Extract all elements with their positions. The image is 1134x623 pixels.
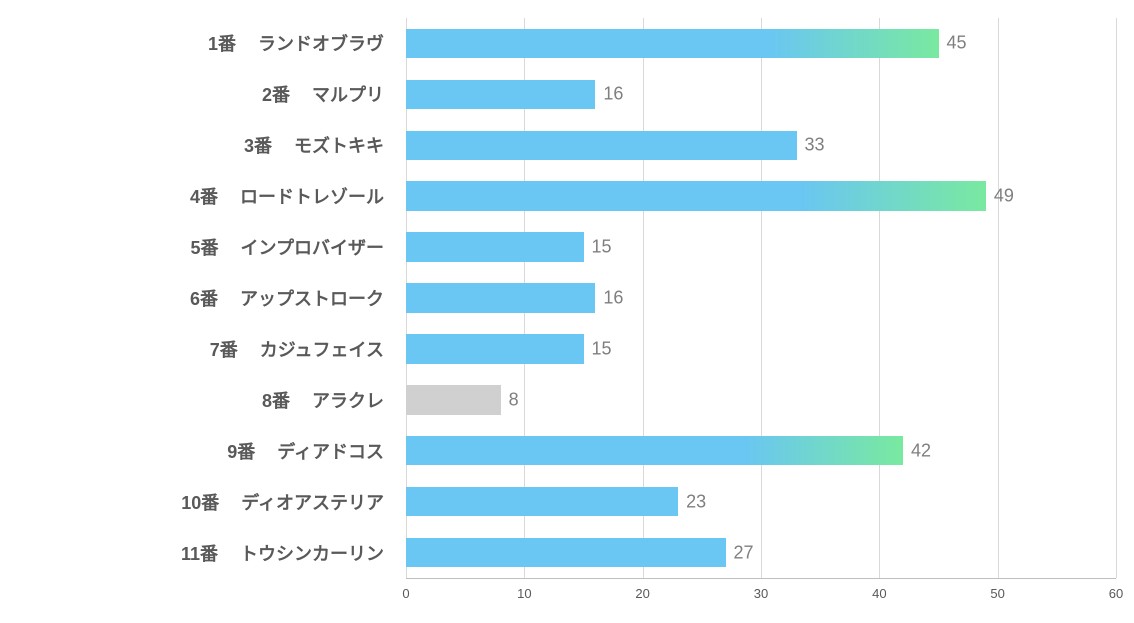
category-number: 5番	[165, 234, 219, 260]
category-label: 3番 モズトキキ	[218, 132, 406, 158]
category-label: 9番 ディアドコス	[201, 438, 406, 464]
category-number: 2番	[236, 81, 290, 107]
category-number: 3番	[218, 132, 272, 158]
value-label: 27	[726, 542, 754, 563]
category-name: ディアドコス	[277, 442, 384, 462]
category-name: インプロバイザー	[241, 238, 384, 258]
category-label: 6番 アップストローク	[164, 285, 406, 311]
value-label: 8	[501, 389, 519, 410]
category-name: カジュフェイス	[260, 340, 384, 360]
bar-row: 9番ディアドコス42	[406, 436, 1116, 466]
gridline	[1116, 18, 1117, 578]
value-label: 16	[595, 287, 623, 308]
category-label: 8番 アラクレ	[236, 387, 406, 413]
category-number: 9番	[201, 438, 255, 464]
value-label: 15	[584, 338, 612, 359]
bar-row: 2番マルプリ16	[406, 80, 1116, 110]
bar	[406, 80, 595, 110]
bar-row: 6番アップストローク16	[406, 283, 1116, 313]
category-label: 4番 ロードトレゾール	[164, 183, 406, 209]
category-number: 10番	[165, 489, 219, 515]
category-name: トウシンカーリン	[240, 544, 384, 564]
x-tick-label: 20	[635, 586, 649, 601]
plot-area: 01020304050601番ランドオブラヴ452番マルプリ163番モズトキキ3…	[406, 18, 1116, 578]
category-label: 1番 ランドオブラヴ	[182, 30, 406, 56]
bar	[406, 538, 726, 568]
bar	[406, 181, 986, 211]
category-number: 8番	[236, 387, 290, 413]
bar	[406, 385, 501, 415]
bar-row: 11番トウシンカーリン27	[406, 538, 1116, 568]
value-label: 16	[595, 84, 623, 105]
bar	[406, 29, 939, 59]
bar-row: 3番モズトキキ33	[406, 131, 1116, 161]
bar-row: 8番アラクレ8	[406, 385, 1116, 415]
bar	[406, 131, 797, 161]
value-label: 42	[903, 440, 931, 461]
bar	[406, 436, 903, 466]
bar-row: 4番ロードトレゾール49	[406, 181, 1116, 211]
bar	[406, 232, 584, 262]
x-tick-label: 50	[990, 586, 1004, 601]
category-number: 6番	[164, 285, 218, 311]
value-label: 23	[678, 491, 706, 512]
bar-row: 1番ランドオブラヴ45	[406, 29, 1116, 59]
x-tick-label: 60	[1109, 586, 1123, 601]
category-label: 10番 ディオアステリア	[165, 489, 406, 515]
category-name: ランドオブラヴ	[258, 34, 384, 54]
category-label: 7番 カジュフェイス	[184, 336, 406, 362]
category-name: ロードトレゾール	[240, 187, 384, 207]
value-label: 33	[797, 135, 825, 156]
category-name: アップストローク	[240, 289, 384, 309]
category-number: 1番	[182, 30, 236, 56]
chart-container: 01020304050601番ランドオブラヴ452番マルプリ163番モズトキキ3…	[0, 0, 1134, 623]
x-tick-label: 30	[754, 586, 768, 601]
category-number: 7番	[184, 336, 238, 362]
bar	[406, 283, 595, 313]
category-label: 5番 インプロバイザー	[165, 234, 406, 260]
bar-row: 5番インプロバイザー15	[406, 232, 1116, 262]
x-tick-label: 0	[402, 586, 409, 601]
x-axis-line	[406, 578, 1116, 579]
category-number: 4番	[164, 183, 218, 209]
category-name: マルプリ	[312, 85, 384, 105]
value-label: 49	[986, 186, 1014, 207]
bar	[406, 334, 584, 364]
bar-row: 10番ディオアステリア23	[406, 487, 1116, 517]
category-number: 11番	[164, 540, 218, 566]
value-label: 45	[939, 33, 967, 54]
category-name: モズトキキ	[294, 136, 384, 156]
category-label: 11番 トウシンカーリン	[164, 540, 406, 566]
bar-row: 7番カジュフェイス15	[406, 334, 1116, 364]
value-label: 15	[584, 237, 612, 258]
x-tick-label: 40	[872, 586, 886, 601]
category-name: アラクレ	[312, 391, 384, 411]
category-name: ディオアステリア	[241, 493, 384, 513]
bar	[406, 487, 678, 517]
category-label: 2番 マルプリ	[236, 81, 406, 107]
x-tick-label: 10	[517, 586, 531, 601]
